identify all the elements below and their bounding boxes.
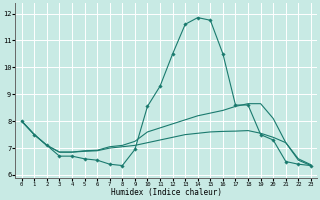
X-axis label: Humidex (Indice chaleur): Humidex (Indice chaleur) — [111, 188, 222, 197]
